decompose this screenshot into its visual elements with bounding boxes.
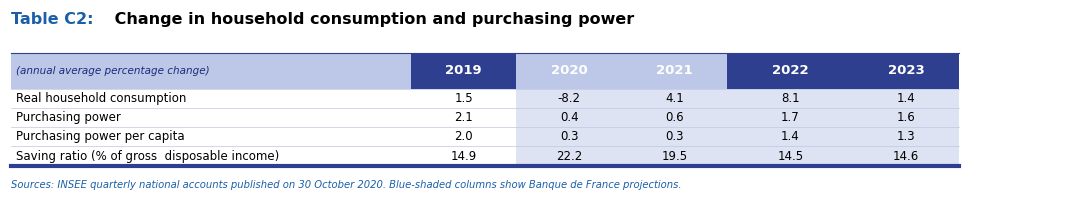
- Text: 14.6: 14.6: [893, 149, 919, 163]
- Bar: [11, 108, 411, 127]
- Bar: [621, 108, 727, 127]
- Text: 0.4: 0.4: [560, 111, 578, 124]
- Text: 1.6: 1.6: [897, 111, 916, 124]
- Text: Purchasing power per capita: Purchasing power per capita: [16, 130, 185, 143]
- Text: 14.9: 14.9: [450, 149, 477, 163]
- Text: 19.5: 19.5: [661, 149, 688, 163]
- Text: 1.5: 1.5: [455, 92, 473, 105]
- Bar: [854, 127, 959, 146]
- Bar: [727, 108, 854, 127]
- Text: 0.3: 0.3: [560, 130, 578, 143]
- Text: -8.2: -8.2: [558, 92, 581, 105]
- Text: 2020: 2020: [550, 64, 587, 77]
- Bar: [854, 108, 959, 127]
- Bar: [411, 89, 516, 108]
- Bar: [621, 127, 727, 146]
- Bar: [727, 89, 854, 108]
- Text: 4.1: 4.1: [665, 92, 684, 105]
- Text: 22.2: 22.2: [556, 149, 583, 163]
- Bar: [621, 53, 727, 89]
- Bar: [411, 108, 516, 127]
- Text: 2.0: 2.0: [455, 130, 473, 143]
- Text: Real household consumption: Real household consumption: [16, 92, 186, 105]
- Bar: [854, 146, 959, 166]
- Bar: [411, 127, 516, 146]
- Bar: [516, 146, 621, 166]
- Text: Purchasing power: Purchasing power: [16, 111, 121, 124]
- Text: (annual average percentage change): (annual average percentage change): [16, 66, 210, 76]
- Bar: [727, 53, 854, 89]
- Bar: [11, 53, 411, 89]
- Text: Table C2:: Table C2:: [11, 12, 94, 27]
- Bar: [11, 89, 411, 108]
- Text: 8.1: 8.1: [782, 92, 800, 105]
- Bar: [621, 146, 727, 166]
- Text: 14.5: 14.5: [777, 149, 803, 163]
- Bar: [727, 127, 854, 146]
- Bar: [621, 89, 727, 108]
- Bar: [516, 53, 621, 89]
- Bar: [854, 89, 959, 108]
- Bar: [516, 89, 621, 108]
- Bar: [411, 53, 516, 89]
- Text: 2023: 2023: [888, 64, 924, 77]
- Bar: [411, 146, 516, 166]
- Bar: [516, 127, 621, 146]
- Bar: [727, 146, 854, 166]
- Bar: [516, 108, 621, 127]
- Text: 1.4: 1.4: [780, 130, 800, 143]
- Text: Saving ratio (% of gross  disposable income): Saving ratio (% of gross disposable inco…: [16, 149, 280, 163]
- Bar: [11, 127, 411, 146]
- Text: 1.7: 1.7: [780, 111, 800, 124]
- Text: 2.1: 2.1: [455, 111, 473, 124]
- Text: 0.6: 0.6: [665, 111, 684, 124]
- Text: Change in household consumption and purchasing power: Change in household consumption and purc…: [109, 12, 634, 27]
- Text: 2021: 2021: [656, 64, 692, 77]
- Text: 2022: 2022: [772, 64, 808, 77]
- Bar: [11, 146, 411, 166]
- Text: 0.3: 0.3: [665, 130, 684, 143]
- Text: 2019: 2019: [445, 64, 482, 77]
- Text: 1.3: 1.3: [897, 130, 916, 143]
- Bar: [854, 53, 959, 89]
- Text: 1.4: 1.4: [897, 92, 916, 105]
- Text: Sources: INSEE quarterly national accounts published on 30 October 2020. Blue-sh: Sources: INSEE quarterly national accoun…: [11, 180, 682, 190]
